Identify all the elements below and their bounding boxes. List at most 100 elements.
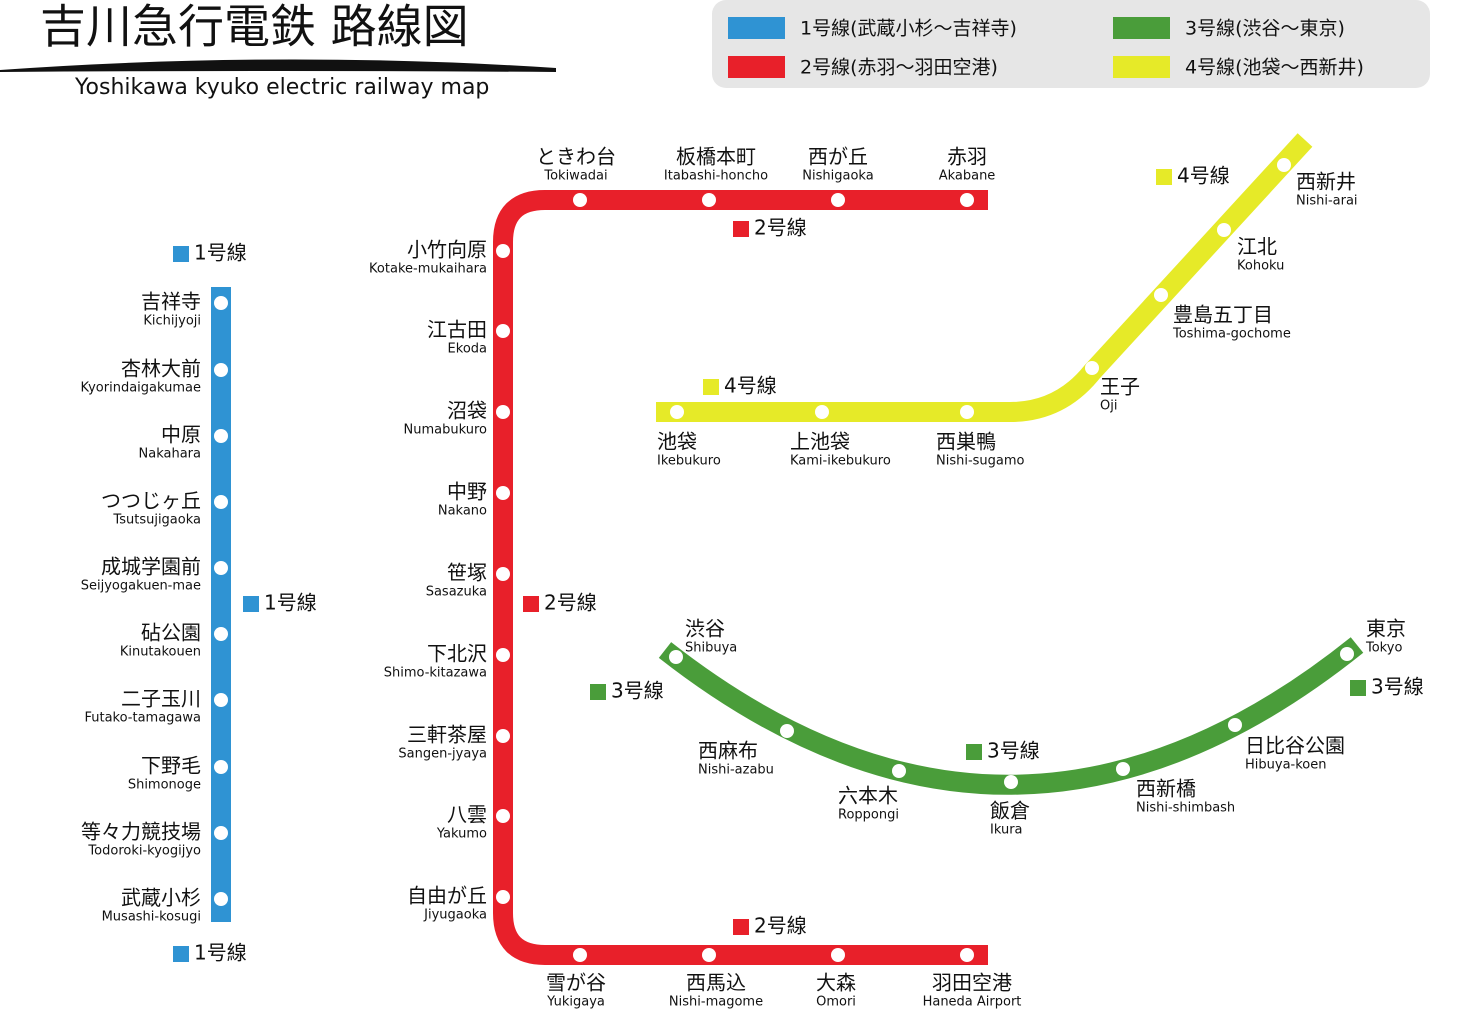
line-label: 3号線 bbox=[987, 739, 1040, 763]
station-name-en: Ikebukuro bbox=[657, 454, 721, 469]
station-name-en: Nishi-shimbash bbox=[1136, 801, 1235, 816]
station bbox=[214, 627, 228, 641]
station-name-en: Musashi-kosugi bbox=[102, 910, 201, 925]
station-name: 渋谷 bbox=[685, 617, 725, 641]
station-name: 三軒茶屋 bbox=[407, 723, 487, 747]
station-name-en: Tokiwadai bbox=[543, 169, 607, 184]
station bbox=[669, 650, 683, 664]
station-name-en: Seijyogakuen-mae bbox=[81, 579, 201, 594]
station bbox=[815, 405, 829, 419]
station-name-en: Hibuya-koen bbox=[1245, 758, 1327, 773]
legend-swatch bbox=[728, 17, 785, 39]
station bbox=[1085, 361, 1099, 375]
station-name-en: Sasazuka bbox=[426, 585, 487, 600]
station bbox=[892, 764, 906, 778]
station bbox=[1154, 288, 1168, 302]
track bbox=[493, 190, 988, 965]
station-name-en: Nakano bbox=[438, 504, 487, 519]
station bbox=[960, 193, 974, 207]
station-name: 八雲 bbox=[447, 803, 487, 827]
station-name-en: Kohoku bbox=[1237, 259, 1284, 274]
station-name: 雪が谷 bbox=[546, 971, 606, 995]
legend-swatch bbox=[728, 56, 785, 78]
station bbox=[496, 244, 510, 258]
station-name-en: Futako-tamagawa bbox=[84, 711, 201, 726]
station bbox=[214, 429, 228, 443]
legend-box bbox=[712, 0, 1430, 88]
station-name-en: Yakumo bbox=[436, 827, 487, 842]
station bbox=[496, 648, 510, 662]
station bbox=[1340, 647, 1354, 661]
station-name: 大森 bbox=[816, 971, 856, 995]
station-name: 等々力競技場 bbox=[81, 820, 201, 844]
station-name-en: Nishi-sugamo bbox=[936, 454, 1025, 469]
station bbox=[214, 363, 228, 377]
station-name: 中原 bbox=[161, 423, 201, 447]
station bbox=[1228, 718, 1242, 732]
station-name: 池袋 bbox=[657, 430, 697, 454]
station-name: 羽田空港 bbox=[932, 971, 1012, 995]
station-name-en: Itabashi-honcho bbox=[664, 169, 768, 184]
station-name: 六本木 bbox=[838, 784, 898, 808]
station-name: 江北 bbox=[1237, 235, 1277, 259]
legend-label: 1号線(武蔵小杉〜吉祥寺) bbox=[800, 18, 1017, 40]
line-label-marker bbox=[703, 379, 719, 395]
station-name-en: Shimonoge bbox=[128, 778, 201, 793]
station bbox=[214, 495, 228, 509]
station bbox=[214, 693, 228, 707]
station bbox=[214, 892, 228, 906]
station bbox=[573, 948, 587, 962]
station bbox=[831, 193, 845, 207]
line-label-marker bbox=[966, 744, 982, 760]
station-name: 上池袋 bbox=[790, 430, 850, 454]
station-name-en: Tokyo bbox=[1365, 641, 1402, 656]
legend-swatch bbox=[1113, 17, 1170, 39]
station-name: 中野 bbox=[447, 480, 487, 504]
station-name-en: Kyorindaigakumae bbox=[81, 381, 201, 396]
line-label: 2号線 bbox=[754, 914, 807, 938]
station-name: 笹塚 bbox=[447, 561, 487, 585]
station-name: 赤羽 bbox=[947, 145, 987, 169]
station bbox=[702, 948, 716, 962]
station bbox=[780, 724, 794, 738]
station-name: 吉祥寺 bbox=[141, 290, 201, 314]
station-name-en: Nakahara bbox=[139, 447, 201, 462]
station-name-en: Nishigaoka bbox=[802, 169, 873, 184]
station-name-en: Yukigaya bbox=[546, 995, 605, 1010]
line-label: 2号線 bbox=[544, 591, 597, 615]
station bbox=[573, 193, 587, 207]
station-name-en: Sangen-jyaya bbox=[398, 747, 487, 762]
station bbox=[214, 760, 228, 774]
station-name-en: Shibuya bbox=[685, 641, 737, 656]
station-name: 西新橋 bbox=[1136, 777, 1196, 801]
station bbox=[496, 405, 510, 419]
station bbox=[214, 296, 228, 310]
station-name: 下北沢 bbox=[427, 642, 487, 666]
station-name-en: Akabane bbox=[939, 169, 996, 184]
station-name: 西が丘 bbox=[808, 145, 868, 169]
station-name-en: Kami-ikebukuro bbox=[790, 454, 891, 469]
station-name-en: Todoroki-kyogijyo bbox=[87, 844, 201, 859]
station bbox=[1217, 223, 1231, 237]
station-name: 飯倉 bbox=[990, 799, 1030, 823]
line-label: 2号線 bbox=[754, 216, 807, 240]
line-label-marker bbox=[733, 221, 749, 237]
station-name-en: Toshima-gochome bbox=[1172, 327, 1291, 342]
legend-label: 3号線(渋谷〜東京) bbox=[1185, 18, 1345, 40]
station bbox=[1277, 158, 1291, 172]
legend-label: 4号線(池袋〜西新井) bbox=[1185, 57, 1364, 79]
line-label-marker bbox=[173, 946, 189, 962]
line-label-marker bbox=[1350, 680, 1366, 696]
station bbox=[702, 193, 716, 207]
station-name: つつじヶ丘 bbox=[101, 489, 201, 513]
station-name-en: Roppongi bbox=[838, 808, 899, 823]
station-name: 江古田 bbox=[427, 318, 487, 342]
station-name: 日比谷公園 bbox=[1245, 734, 1345, 758]
station-name: 下野毛 bbox=[141, 754, 201, 778]
station-name: 西巣鴨 bbox=[936, 430, 996, 454]
line-label-marker bbox=[733, 919, 749, 935]
station bbox=[496, 809, 510, 823]
line-label: 4号線 bbox=[724, 374, 777, 398]
station bbox=[1116, 762, 1130, 776]
